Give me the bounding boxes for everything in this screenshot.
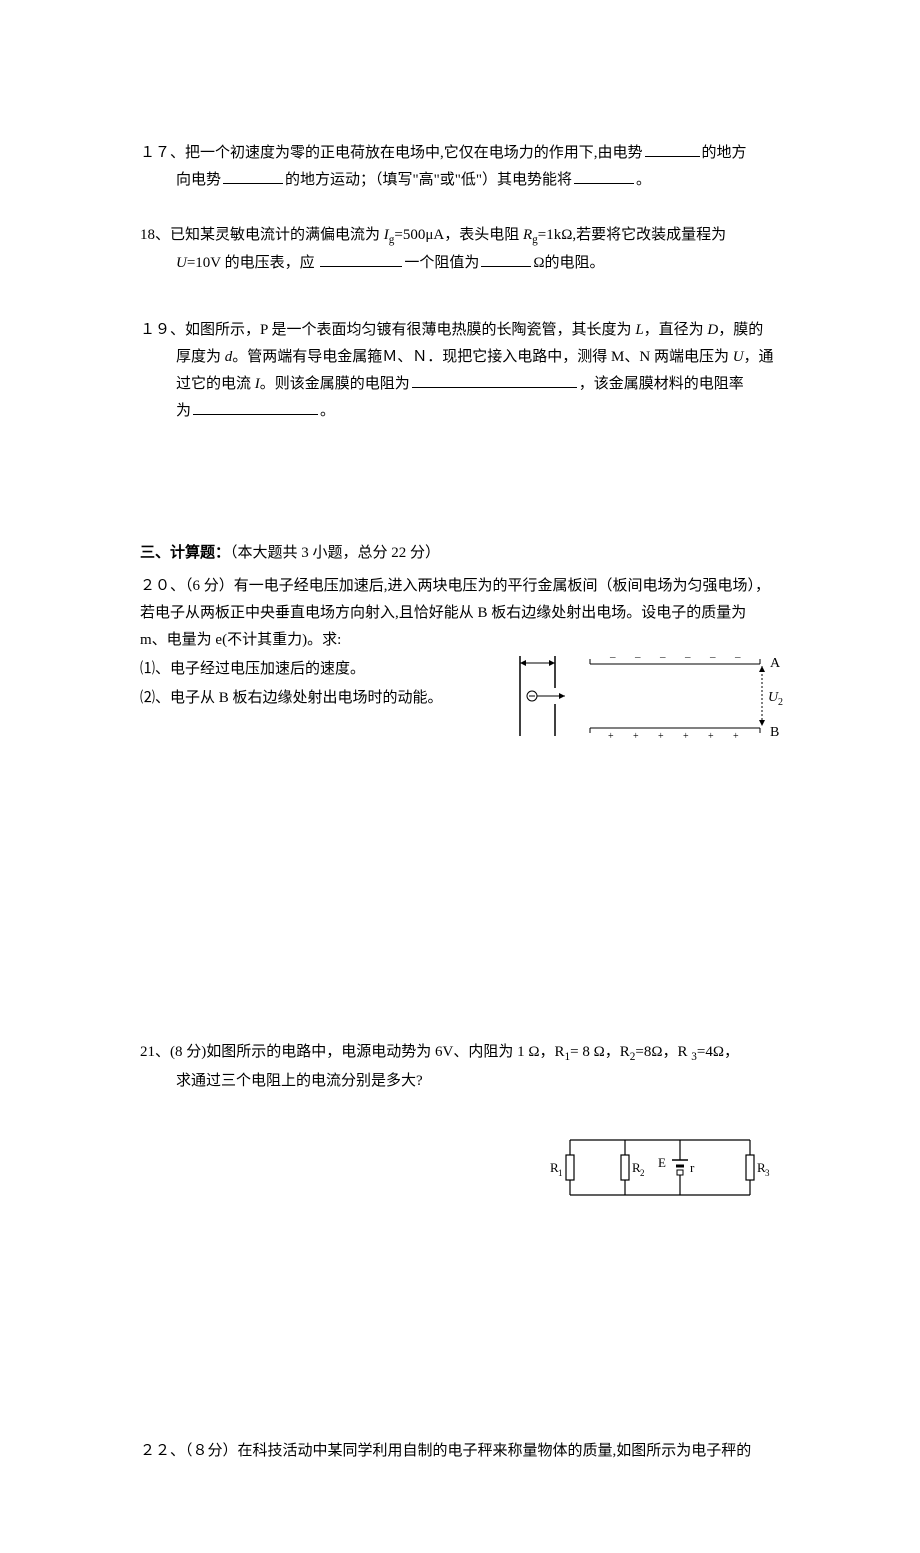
q17-blank-2 [223, 169, 283, 184]
q21-text-1b: = 8 Ω，R [570, 1044, 630, 1060]
svg-text:–: – [634, 651, 641, 663]
spacing-gap-1 [140, 779, 790, 1039]
svg-text:–: – [684, 651, 691, 663]
q20-subitems: – – – – – – + + + + + + [140, 656, 790, 751]
q19-blank-1 [412, 373, 577, 388]
svg-text:+: + [683, 731, 689, 742]
q19-text-3a: 过它的电流 [176, 376, 255, 392]
q20-diagram: – – – – – – + + + + + + [510, 651, 790, 751]
q17-blank-1 [645, 142, 700, 157]
question-22: ２２、（８分）在科技活动中某同学利用自制的电子秤来称量物体的质量,如图所示为电子… [140, 1438, 790, 1465]
q18-text-1b: =500μA，表头电阻 [394, 227, 523, 243]
svg-text:2: 2 [778, 697, 783, 708]
svg-text:E: E [658, 1155, 666, 1170]
q21-number: 21、 [140, 1044, 170, 1060]
q19-text-2a: 厚度为 [176, 349, 225, 365]
svg-text:+: + [633, 731, 639, 742]
q19-U: U [733, 349, 744, 365]
q19-text-3b: 。则该金属膜的电阻为 [260, 376, 410, 392]
q22-line1: ２２、（８分）在科技活动中某同学利用自制的电子秤来称量物体的质量,如图所示为电子… [140, 1438, 790, 1465]
q18-line2: U=10V 的电压表，应 一个阻值为 Ω的电阻。 [140, 250, 790, 277]
svg-text:3: 3 [765, 1168, 770, 1178]
section-3-bold: 三、计算题： [140, 545, 230, 561]
svg-text:+: + [733, 731, 739, 742]
q20-text-3: m、电量为 e(不计其重力)。求: [140, 632, 341, 648]
svg-text:+: + [658, 731, 664, 742]
q19-text-2c: ，通 [744, 349, 774, 365]
svg-text:–: – [659, 651, 666, 663]
q17-number: １７、 [140, 145, 185, 161]
q19-line3: 过它的电流 I。则该金属膜的电阻为，该金属膜材料的电阻率 [140, 371, 790, 398]
q18-blank-1 [320, 252, 402, 267]
q19-blank-2 [193, 400, 318, 415]
q19-text-3c: ，该金属膜材料的电阻率 [579, 376, 744, 392]
spacing-gap-2 [140, 1238, 790, 1438]
q17-text-2b: 的地方运动；（填写"高"或"低"）其电势能将 [285, 172, 572, 188]
q18-number: 18、 [140, 227, 170, 243]
question-19: １９、如图所示，P 是一个表面均匀镀有很薄电热膜的长陶瓷管，其长度为 L，直径为… [140, 317, 790, 425]
svg-text:1: 1 [558, 1168, 563, 1178]
q17-text-2c: 。 [636, 172, 651, 188]
q20-number: ２０、 [140, 578, 185, 594]
q17-text-1b: 的地方 [702, 145, 747, 161]
question-18: 18、已知某灵敏电流计的满偏电流为 Ig=500μA，表头电阻 Rg=1kΩ,若… [140, 222, 790, 277]
q19-text-1a: 如图所示，P 是一个表面均匀镀有很薄电热膜的长陶瓷管，其长度为 [185, 322, 635, 338]
q21-text-1d: =4Ω， [697, 1044, 739, 1060]
q20-line3: m、电量为 e(不计其重力)。求: [140, 627, 790, 654]
q21-text-2: 求通过三个电阻上的电流分别是多大? [176, 1073, 423, 1089]
svg-text:–: – [609, 651, 616, 663]
q21-line1: 21、(8 分)如图所示的电路中，电源电动势为 6V、内阻为 1 Ω，R1= 8… [140, 1039, 790, 1067]
svg-text:–: – [734, 651, 741, 663]
q19-text-4a: 为 [176, 403, 191, 419]
question-17: １７、把一个初速度为零的正电荷放在电场中,它仅在电场力的作用下,由电势 的地方 向… [140, 140, 790, 194]
section-3-rest: （本大题共 3 小题，总分 22 分） [230, 545, 440, 561]
q18-blank-2 [481, 252, 531, 267]
q22-number: ２２、 [140, 1443, 185, 1459]
svg-text:2: 2 [640, 1168, 645, 1178]
q20-line1: ２０、（6 分）有一电子经电压加速后,进入两块电压为的平行金属板间（板间电场为匀… [140, 573, 790, 600]
question-21: 21、(8 分)如图所示的电路中，电源电动势为 6V、内阻为 1 Ω，R 1 = 8… [140, 1039, 790, 1209]
q17-text-1a: 把一个初速度为零的正电荷放在电场中,它仅在电场力的作用下,由电势 [185, 145, 643, 161]
q19-D: D [707, 322, 718, 338]
svg-text:+: + [608, 731, 614, 742]
svg-text:A: A [770, 656, 781, 671]
q20-text-2: 若电子从两板正中央垂直电场方向射入,且恰好能从 B 板右边缘处射出电场。设电子的… [140, 605, 746, 621]
q19-line4: 为。 [140, 398, 790, 425]
q18-text-1c: =1kΩ,若要将它改装成量程为 [538, 227, 726, 243]
q18-text-2b: 一个阻值为 [404, 255, 479, 271]
q20-text-1: （6 分）有一电子经电压加速后,进入两块电压为的平行金属板间（板间电场为匀强电场… [185, 578, 770, 594]
q21-diagram: R 1 R 2 E r R 3 [550, 1130, 770, 1210]
q21-text-1a: (8 分)如图所示的电路中，电源电动势为 6V、内阻为 1 Ω，R [170, 1044, 564, 1060]
q21-line2: 求通过三个电阻上的电流分别是多大? [140, 1068, 790, 1095]
q18-rg: R [523, 227, 532, 243]
svg-text:–: – [709, 651, 716, 663]
svg-text:r: r [690, 1160, 695, 1175]
q18-text-1a: 已知某灵敏电流计的满偏电流为 [170, 227, 384, 243]
q17-text-2a: 向电势 [176, 172, 221, 188]
q19-text-1c: ，膜的 [718, 322, 763, 338]
q21-text-1c: =8Ω，R [635, 1044, 691, 1060]
svg-text:B: B [770, 725, 779, 740]
question-20: ２０、（6 分）有一电子经电压加速后,进入两块电压为的平行金属板间（板间电场为匀… [140, 573, 790, 751]
q22-text-1: （８分）在科技活动中某同学利用自制的电子秤来称量物体的质量,如图所示为电子秤的 [185, 1443, 751, 1459]
q17-line2: 向电势 的地方运动；（填写"高"或"低"）其电势能将 。 [140, 167, 790, 194]
q18-u: U [176, 255, 187, 271]
section-3-title: 三、计算题：（本大题共 3 小题，总分 22 分） [140, 540, 790, 567]
svg-text:+: + [708, 731, 714, 742]
q19-text-4b: 。 [320, 403, 335, 419]
q17-line1: １７、把一个初速度为零的正电荷放在电场中,它仅在电场力的作用下,由电势 的地方 [140, 140, 790, 167]
q19-text-1b: ，直径为 [644, 322, 708, 338]
q19-text-2b: 。管两端有导电金属箍Ｍ、Ｎ．现把它接入电路中，测得 M、N 两端电压为 [232, 349, 732, 365]
q18-text-2a: =10V 的电压表，应 [187, 255, 319, 271]
q17-blank-3 [574, 169, 634, 184]
q18-text-2c: Ω的电阻。 [533, 255, 604, 271]
q19-L: L [635, 322, 643, 338]
q18-line1: 18、已知某灵敏电流计的满偏电流为 Ig=500μA，表头电阻 Rg=1kΩ,若… [140, 222, 790, 250]
q19-line1: １９、如图所示，P 是一个表面均匀镀有很薄电热膜的长陶瓷管，其长度为 L，直径为… [140, 317, 790, 344]
q19-line2: 厚度为 d。管两端有导电金属箍Ｍ、Ｎ．现把它接入电路中，测得 M、N 两端电压为… [140, 344, 790, 371]
q20-line2: 若电子从两板正中央垂直电场方向射入,且恰好能从 B 板右边缘处射出电场。设电子的… [140, 600, 790, 627]
q19-number: １９、 [140, 322, 185, 338]
